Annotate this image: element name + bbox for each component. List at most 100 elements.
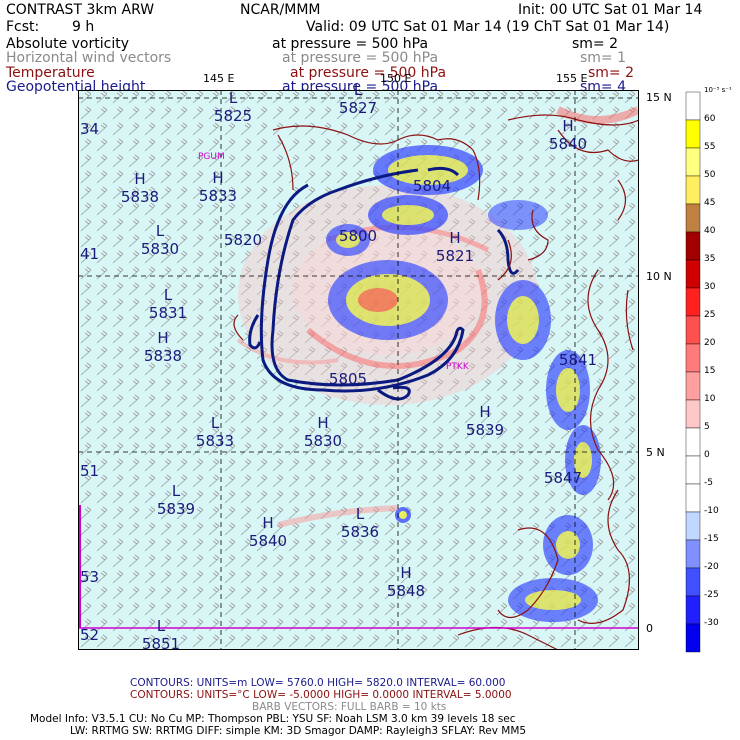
center-value: 5839 [156,500,196,518]
station-ptkk: PTKK [446,362,469,372]
center-value: 5830 [303,432,343,450]
colorbar-swatch [685,147,701,177]
center-type-low: L [353,81,363,99]
center-value: 5825 [213,107,253,125]
colorbar-label: -20 [704,562,719,572]
center-value: 5840 [548,135,588,153]
colorbar-label: 50 [704,170,716,180]
colorbar-swatch [685,427,701,457]
center-type-high: H [479,403,491,421]
colorbar-swatch [685,371,701,401]
center-type-high: H [157,329,169,347]
center-value: 5841 [558,351,598,369]
map-panel [78,90,639,650]
center-type-low: L [210,414,220,432]
center-value: 5827 [338,99,378,117]
center-type-high: H [317,414,329,432]
center-type-high: H [449,229,461,247]
center-value: 5848 [386,582,426,600]
init-time: Init: 00 UTC Sat 01 Mar 14 [518,2,703,18]
center-type-high: H [134,170,146,188]
lat-label-15n: 15 N [646,91,672,104]
geopotential-contours [248,166,520,401]
field-name-vorticity: Absolute vorticity [6,36,129,52]
field-name-temperature: Temperature [6,65,95,81]
field-level-wind: at pressure = 500 hPa [282,50,439,66]
lat-label-equator: 0 [646,622,653,635]
lon-label-155e: 155 E [556,72,588,85]
field-sm-vorticity: sm= 2 [572,36,619,52]
map-frame [78,90,639,650]
colorbar-label: 0 [704,450,710,460]
footer-contours-temp: CONTOURS: UNITS=°C LOW= -5.0000 HIGH= 0.… [130,689,512,701]
edge-label: 51 [80,462,100,480]
colorbar-label: 30 [704,282,716,292]
colorbar-swatch [685,175,701,205]
colorbar-swatch [685,91,701,121]
colorbar-swatch [685,511,701,541]
lon-label-150e: 150 E [380,72,412,85]
vorticity-field [236,106,639,622]
colorbar-swatch [685,567,701,597]
colorbar-swatch [685,231,701,261]
center-value: 5831 [148,304,188,322]
center-value: 5804 [412,177,452,195]
center-value: 5840 [248,532,288,550]
colorbar-label: 10 [704,394,716,404]
center-type-low: L [163,286,173,304]
field-sm-wind: sm= 1 [580,50,627,66]
colorbar-swatch [685,399,701,429]
center-value: 5838 [143,347,183,365]
lon-label-145e: 145 E [203,72,235,85]
center-value: 5833 [198,187,238,205]
center-value: 5838 [120,188,160,206]
center-type-low: L [156,617,166,635]
colorbar-label: -5 [704,478,713,488]
center-type-high: H [212,169,224,187]
colorbar-label: 55 [704,142,716,152]
lat-label-5n: 5 N [646,446,665,459]
colorbar-swatch [685,343,701,373]
colorbar-swatch [685,539,701,569]
center-value: 5821 [435,247,475,265]
center-value: 5839 [465,421,505,439]
center-type-low: L [155,222,165,240]
colorbar-label: -10 [704,506,719,516]
station-pgum: PGUM [198,152,225,162]
edge-label: 52 [80,626,100,644]
center-type-low: L [171,482,181,500]
colorbar-label: -30 [704,618,719,628]
colorbar-label: 60 [704,114,716,124]
valid-time: Valid: 09 UTC Sat 01 Mar 14 (19 ChT Sat … [306,19,670,35]
field-level-temperature: at pressure = 500 hPa [290,65,447,81]
footer-contours-height: CONTOURS: UNITS=m LOW= 5760.0 HIGH= 5820… [130,677,506,689]
colorbar-label: 25 [704,310,716,320]
coastlines [233,114,639,650]
edge-label: 53 [80,568,100,586]
center-type-high: H [562,117,574,135]
fcst-value: 9 h [72,19,95,35]
colorbar-label: 35 [704,254,716,264]
colorbar-swatch [685,483,701,513]
edge-label: 41 [80,245,100,263]
colorbar [685,91,701,653]
colorbar-swatch [685,119,701,149]
fcst-label: Fcst: [6,19,40,35]
lat-label-10n: 10 N [646,270,672,283]
map-svg [78,90,639,650]
center-type-high: H [262,514,274,532]
colorbar-swatch [685,455,701,485]
convective-cores [326,145,601,622]
center-type-low: L [228,89,238,107]
colorbar-swatch [685,287,701,317]
field-level-vorticity: at pressure = 500 hPa [272,36,429,52]
colorbar-label: 15 [704,366,716,376]
colorbar-swatch [685,259,701,289]
center-value: 5820 [223,231,263,249]
center-value: 5851 [141,635,181,653]
footer-model-info: Model Info: V3.5.1 CU: No Cu MP: Thompso… [30,713,516,725]
colorbar-label: -15 [704,534,719,544]
colorbar-label: 5 [704,422,710,432]
center-value: 5833 [195,432,235,450]
center-name: NCAR/MMM [240,2,321,18]
